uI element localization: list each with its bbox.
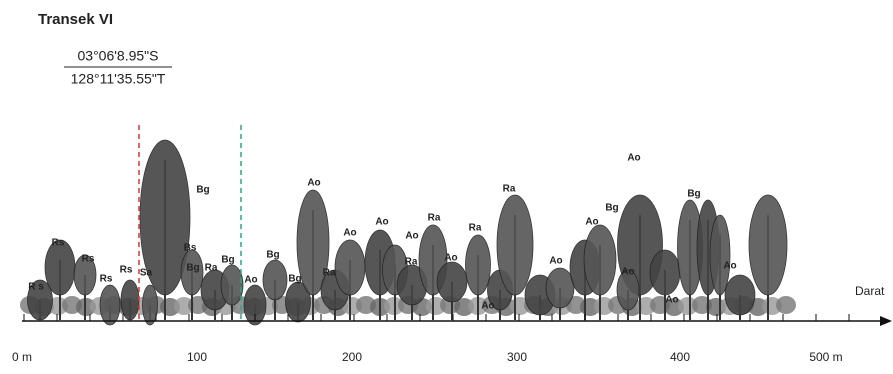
axis-end-label: Darat	[855, 284, 885, 298]
tick-label: 300	[507, 350, 527, 364]
tick-label: 200	[342, 350, 362, 364]
species-label: Bg	[605, 203, 618, 214]
species-label: Bs	[184, 243, 197, 254]
canopy	[121, 280, 139, 320]
tick-label: 0 m	[12, 350, 32, 364]
tick-label: 400	[670, 350, 690, 364]
tick-label: 100	[187, 350, 207, 364]
species-label: Bg	[266, 250, 279, 261]
title: Transek VI	[38, 11, 113, 28]
species-label: Ra	[405, 257, 418, 268]
species-label: Ao	[343, 228, 356, 239]
canopy	[143, 285, 158, 325]
species-label: Bg	[288, 274, 301, 285]
canopy	[437, 262, 467, 302]
species-label: Ao	[405, 231, 418, 242]
species-label: Bg	[221, 255, 234, 266]
species-label: Ao	[585, 217, 598, 228]
canopy	[710, 215, 730, 295]
species-label: Ra	[469, 223, 482, 234]
canopy	[100, 285, 120, 325]
species-label: Ra	[205, 263, 218, 274]
species-label: Sa	[140, 268, 153, 279]
species-label: Bg	[186, 263, 199, 274]
canopy	[263, 260, 287, 300]
species-label: Bg	[687, 189, 700, 200]
canopy	[497, 195, 533, 295]
species-label: Ao	[244, 275, 257, 286]
species-label: Rs	[100, 274, 113, 285]
species-label: Ao	[444, 253, 457, 264]
canopy	[221, 265, 243, 305]
species-label: Ao	[307, 178, 320, 189]
species-label: Rs	[82, 254, 95, 265]
species-label: Ao	[627, 153, 640, 164]
species-label: Ao	[723, 261, 736, 272]
species-label: Ao	[549, 256, 562, 267]
longitude: 128°11'35.55"T	[71, 71, 166, 87]
canopy	[466, 235, 491, 295]
species-label: Rs	[52, 238, 65, 249]
species-label: Ao	[375, 217, 388, 228]
latitude: 03°06'8.95"S	[78, 48, 159, 64]
species-label: Ao	[665, 295, 678, 306]
canopy	[749, 195, 787, 295]
canopy	[584, 225, 616, 295]
axis-arrow	[880, 316, 892, 326]
canopy	[546, 268, 574, 308]
species-label: Ao	[621, 267, 634, 278]
canopy	[725, 275, 755, 315]
shrub	[776, 296, 796, 314]
canopy	[335, 240, 365, 295]
canopy	[650, 250, 680, 295]
species-label: Bg	[196, 185, 209, 196]
species-label: R s	[28, 282, 44, 293]
species-label: Rs	[120, 265, 133, 276]
species-label: Ao	[481, 301, 494, 312]
tick-label: 500 m	[809, 350, 842, 364]
species-label: Ra	[503, 184, 516, 195]
transect-diagram: Transek VI 03°06'8.95"S 128°11'35.55"T 0…	[0, 0, 893, 374]
species-label: Ra	[323, 268, 336, 279]
species-label: Ra	[428, 213, 441, 224]
